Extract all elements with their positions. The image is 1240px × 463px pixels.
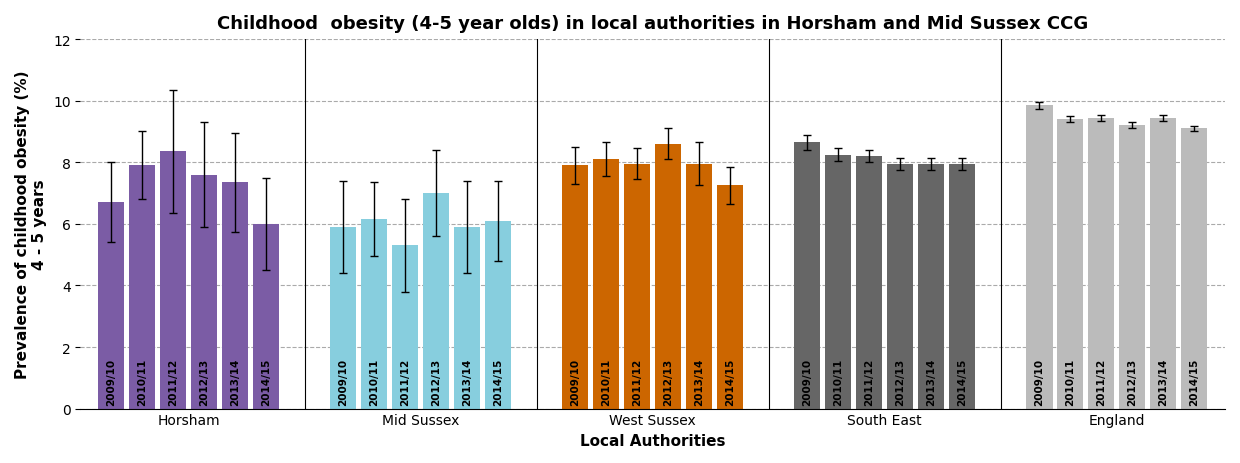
Text: 2011/12: 2011/12 [169,358,179,405]
Text: 2011/12: 2011/12 [401,358,410,405]
Text: 2012/13: 2012/13 [432,358,441,405]
Text: 2010/11: 2010/11 [601,358,611,405]
Bar [98,203,124,409]
Bar [562,166,589,409]
Bar [794,143,821,409]
Bar [454,227,480,409]
Bar [1089,119,1115,409]
Text: 2014/15: 2014/15 [725,358,735,405]
Bar [423,194,449,409]
Text: 2013/14: 2013/14 [926,358,936,405]
Bar [624,164,650,409]
Text: 2014/15: 2014/15 [957,358,967,405]
Text: 2013/14: 2013/14 [1158,358,1168,405]
Text: 2012/13: 2012/13 [1127,358,1137,405]
X-axis label: Local Authorities: Local Authorities [580,433,725,448]
Bar [1180,129,1208,409]
Text: 2012/13: 2012/13 [895,358,905,405]
Bar [330,227,356,409]
Text: 2010/11: 2010/11 [370,358,379,405]
Text: 2013/14: 2013/14 [229,358,241,405]
Text: 2010/11: 2010/11 [833,358,843,405]
Text: 2014/15: 2014/15 [494,358,503,405]
Title: Childhood  obesity (4-5 year olds) in local authorities in Horsham and Mid Susse: Childhood obesity (4-5 year olds) in loc… [217,15,1089,33]
Text: 2009/10: 2009/10 [802,358,812,405]
Bar [918,164,944,409]
Bar [222,183,248,409]
Text: 2013/14: 2013/14 [694,358,704,405]
Bar [1118,126,1146,409]
Bar [485,221,511,409]
Text: 2009/10: 2009/10 [1034,358,1044,405]
Text: 2009/10: 2009/10 [570,358,580,405]
Text: 2009/10: 2009/10 [107,358,117,405]
Bar [949,164,975,409]
Bar [1149,119,1177,409]
Bar [160,152,186,409]
Text: 2012/13: 2012/13 [663,358,673,405]
Text: 2010/11: 2010/11 [138,358,148,405]
Bar [253,225,279,409]
Bar [655,144,681,409]
Text: 2010/11: 2010/11 [1065,358,1075,405]
Text: 2012/13: 2012/13 [200,358,210,405]
Bar [593,160,620,409]
Bar [825,155,852,409]
Bar [856,157,883,409]
Text: 2013/14: 2013/14 [463,358,472,405]
Bar [1058,120,1084,409]
Bar [129,166,155,409]
Bar [191,175,217,409]
Bar [887,164,914,409]
Bar [686,164,712,409]
Y-axis label: Prevalence of childhood obesity (%)
4 - 5 years: Prevalence of childhood obesity (%) 4 - … [15,70,47,378]
Bar [717,186,743,409]
Text: 2014/15: 2014/15 [260,358,270,405]
Bar [392,246,418,409]
Text: 2011/12: 2011/12 [632,358,642,405]
Text: 2009/10: 2009/10 [339,358,348,405]
Text: 2014/15: 2014/15 [1189,358,1199,405]
Text: 2011/12: 2011/12 [864,358,874,405]
Bar [361,220,387,409]
Bar [1027,106,1053,409]
Text: 2011/12: 2011/12 [1096,358,1106,405]
